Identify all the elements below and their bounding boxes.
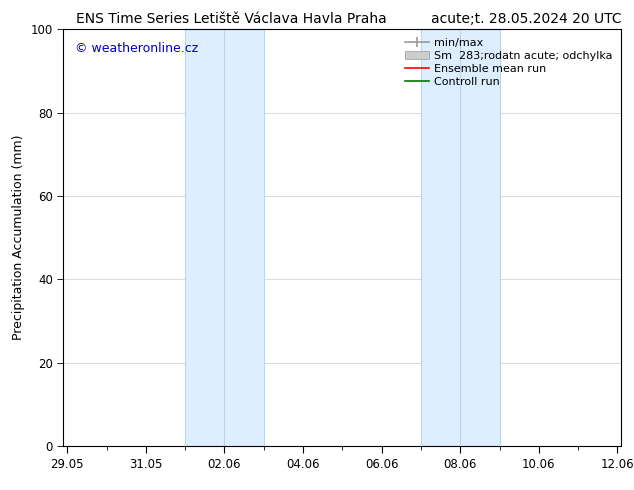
Text: ENS Time Series Letiště Václava Havla Praha: ENS Time Series Letiště Václava Havla Pr… [76, 12, 387, 26]
Text: acute;t. 28.05.2024 20 UTC: acute;t. 28.05.2024 20 UTC [430, 12, 621, 26]
Y-axis label: Precipitation Accumulation (mm): Precipitation Accumulation (mm) [12, 135, 25, 341]
Legend: min/max, Sm  283;rodatn acute; odchylka, Ensemble mean run, Controll run: min/max, Sm 283;rodatn acute; odchylka, … [402, 35, 616, 90]
Bar [421, 29, 500, 446]
Bar [185, 29, 264, 446]
Text: © weatheronline.cz: © weatheronline.cz [75, 42, 198, 55]
